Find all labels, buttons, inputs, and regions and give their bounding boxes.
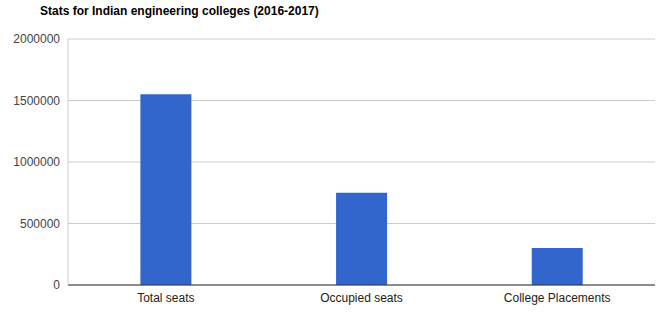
- svg-text:2000000: 2000000: [13, 32, 60, 46]
- svg-text:Occupied seats: Occupied seats: [320, 291, 403, 305]
- svg-text:Total seats: Total seats: [137, 291, 194, 305]
- svg-text:College Placements: College Placements: [504, 291, 611, 305]
- html-text:Stats for Indian engineering c: Stats for Indian engineering colleges (2…: [40, 4, 319, 18]
- svg-text:0: 0: [53, 278, 60, 292]
- svg-text:1500000: 1500000: [13, 94, 60, 108]
- svg-text:500000: 500000: [20, 217, 60, 231]
- svg-text:1000000: 1000000: [13, 155, 60, 169]
